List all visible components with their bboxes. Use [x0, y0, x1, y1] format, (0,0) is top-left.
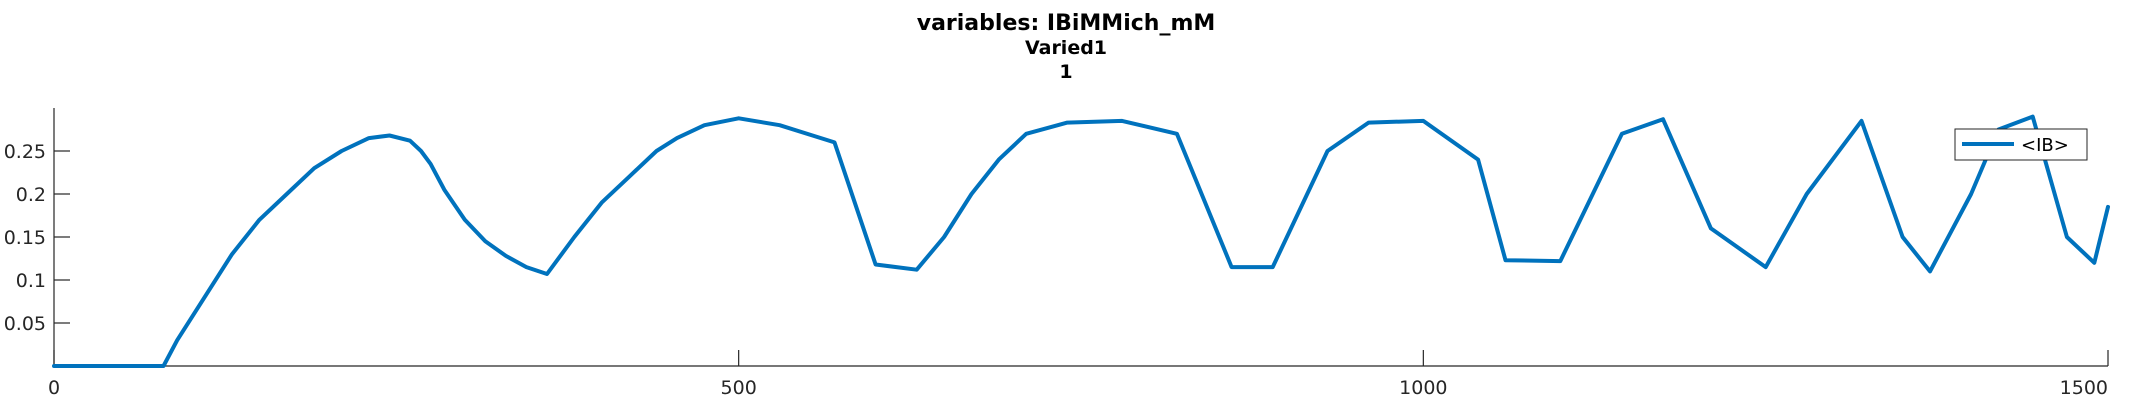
y-axis-ticks: 0.05 0.1 0.15 0.2 0.25 — [4, 141, 70, 335]
x-tick-label: 1500 — [2060, 377, 2108, 399]
legend: <IB> — [1954, 128, 2088, 161]
y-tick-label: 0.2 — [16, 184, 46, 206]
series-line-ib — [52, 114, 2110, 368]
y-tick-label: 0.15 — [4, 227, 46, 249]
chart-title: variables: IBiMMich_mM — [917, 11, 1216, 36]
y-tick-label: 0.25 — [4, 141, 46, 163]
y-tick-label: 0.05 — [4, 313, 46, 335]
x-tick-label: 0 — [48, 377, 60, 399]
x-axis-ticks: 0 500 1000 1500 — [48, 350, 2109, 399]
y-tick-label: 0.1 — [16, 270, 46, 292]
x-tick-label: 500 — [721, 377, 757, 399]
chart-subtitle-2: 1 — [1059, 61, 1072, 83]
x-tick-label: 1000 — [1399, 377, 1447, 399]
chart-subtitle: Varied1 — [1025, 37, 1107, 59]
legend-label-ib: <IB> — [2021, 135, 2069, 156]
